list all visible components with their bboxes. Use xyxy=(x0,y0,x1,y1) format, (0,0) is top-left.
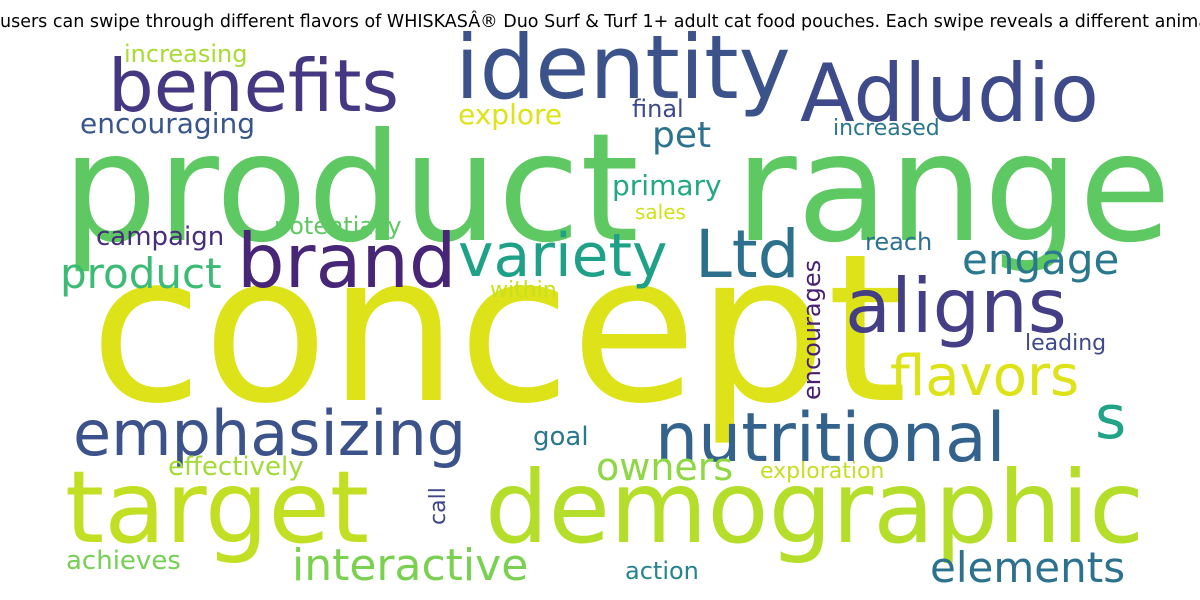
word-12-nutritional: nutritional xyxy=(655,399,1006,478)
word-27-final: final xyxy=(632,95,684,123)
word-36-effectively: effectively xyxy=(168,452,304,482)
word-6-adludio: Adludio xyxy=(800,47,1099,140)
word-23-campaign: campaign xyxy=(96,222,224,252)
word-28-increased: increased xyxy=(833,116,940,141)
word-29-sales: sales xyxy=(635,200,686,224)
word-32-within: within xyxy=(490,278,557,303)
word-8-brand: brand xyxy=(237,217,457,305)
word-21-pet: pet xyxy=(652,115,711,156)
word-3-target: target xyxy=(65,449,369,566)
word-2-range: range xyxy=(735,102,1171,276)
word-18-interactive: interactive xyxy=(292,540,528,591)
word-16-engage: engage xyxy=(962,235,1119,284)
word-1-product: product xyxy=(62,102,639,276)
page-title: users can swipe through different flavor… xyxy=(0,12,1200,32)
word-15-flavors: flavors xyxy=(890,344,1079,409)
word-40-action: action xyxy=(625,557,699,585)
word-7-benefits: benefits xyxy=(108,44,399,128)
word-33-encourages: encourages xyxy=(798,260,826,400)
word-26-increasing: increasing xyxy=(124,40,248,68)
word-10-variety: variety xyxy=(458,221,668,291)
word-37-exploration: exploration xyxy=(760,459,884,484)
word-25-explore: explore xyxy=(458,98,562,131)
word-0-concept: concept xyxy=(90,211,907,449)
word-4-demographic: demographic xyxy=(485,449,1144,566)
word-24-encouraging: encouraging xyxy=(80,107,255,140)
word-13-emphasizing: emphasizing xyxy=(73,397,466,470)
word-39-achieves: achieves xyxy=(66,546,181,576)
word-22-primary: primary xyxy=(612,169,722,202)
word-19-elements: elements xyxy=(930,543,1125,592)
word-9-ltd: Ltd xyxy=(695,216,800,293)
word-31-reach: reach xyxy=(865,228,932,256)
word-14-product: product xyxy=(60,249,222,298)
word-11-aligns: aligns xyxy=(845,262,1067,350)
word-30-potentially: potentially xyxy=(274,212,402,240)
word-35-goal: goal xyxy=(533,422,589,452)
word-20-owners: owners xyxy=(596,445,733,489)
word-17-s: s xyxy=(1095,383,1126,453)
word-34-leading: leading xyxy=(1025,331,1106,356)
word-38-call: call xyxy=(426,487,451,525)
